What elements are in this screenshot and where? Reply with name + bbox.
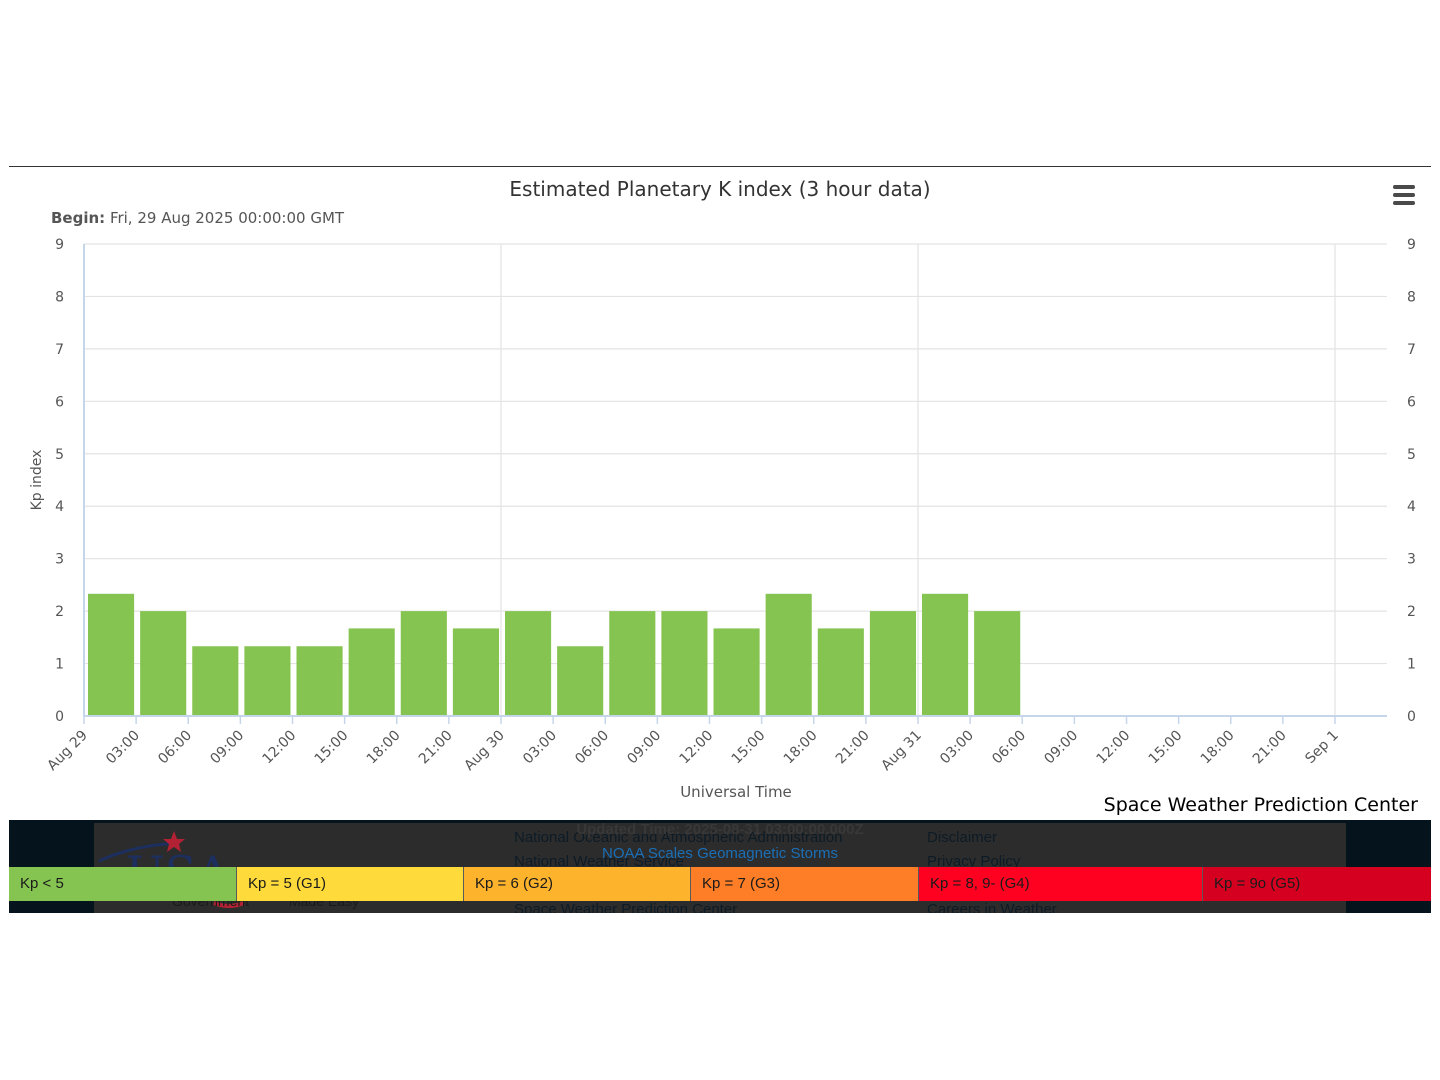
x-tick-label: 15:00	[312, 728, 352, 768]
menu-line	[1393, 193, 1415, 197]
x-tick-label: Aug 30	[461, 728, 507, 774]
footer-link-nws[interactable]: National Weather Service	[514, 853, 684, 870]
x-tick-label: 12:00	[259, 728, 299, 768]
footer-link-swpc[interactable]: Space Weather Prediction Center	[514, 901, 738, 913]
y-tick-label: 0	[55, 709, 64, 725]
chart-subtitle: Begin: Fri, 29 Aug 2025 00:00:00 GMT	[51, 209, 345, 227]
kp-legend-item: Kp = 5 (G1)	[237, 867, 464, 901]
kp-bar[interactable]	[557, 646, 604, 716]
kp-legend-item: Kp = 8, 9- (G4)	[919, 867, 1203, 901]
y-tick-label-right: 4	[1407, 499, 1416, 515]
x-tick-label: 06:00	[155, 728, 195, 768]
x-tick-label: 12:00	[1093, 728, 1133, 768]
kp-bar[interactable]	[296, 646, 343, 716]
kp-bar[interactable]	[817, 628, 864, 716]
x-tick-label: 15:00	[1146, 728, 1186, 768]
footer-link-disclaimer[interactable]: Disclaimer	[927, 829, 998, 846]
kp-bar[interactable]	[192, 646, 239, 716]
kp-bar[interactable]	[452, 628, 499, 716]
kp-bar[interactable]	[765, 593, 812, 716]
y-tick-label: 6	[55, 394, 64, 410]
kp-legend-item: Kp = 7 (G3)	[691, 867, 919, 901]
kp-bar[interactable]	[400, 611, 447, 716]
x-tick-label: 21:00	[1250, 728, 1290, 768]
y-tick-label-right: 9	[1407, 237, 1416, 253]
x-tick-label: 03:00	[103, 728, 143, 768]
x-tick-label: 18:00	[781, 728, 821, 768]
y-tick-label-right: 8	[1407, 289, 1416, 305]
y-axis-title: Kp index	[29, 450, 45, 511]
x-tick-label: 18:00	[364, 728, 404, 768]
y-tick-label: 9	[55, 237, 64, 253]
y-tick-label: 3	[55, 552, 64, 568]
y-tick-label: 2	[55, 604, 64, 620]
y-tick-label-right: 2	[1407, 604, 1416, 620]
x-tick-label: 03:00	[937, 728, 977, 768]
kp-bar[interactable]	[661, 611, 708, 716]
y-tick-label-right: 3	[1407, 552, 1416, 568]
y-tick-label: 7	[55, 342, 64, 358]
y-tick-label: 4	[55, 499, 64, 515]
updated-time: Updated Time: 2025-08-31 03:00:00.000Z	[576, 821, 864, 838]
x-tick-label: 06:00	[989, 728, 1029, 768]
x-tick-label: 09:00	[207, 728, 247, 768]
y-tick-label-right: 1	[1407, 657, 1416, 673]
kp-bar[interactable]	[505, 611, 552, 716]
y-tick-label: 1	[55, 657, 64, 673]
x-tick-label: 15:00	[729, 728, 769, 768]
top-divider	[9, 166, 1431, 167]
y-tick-label: 8	[55, 289, 64, 305]
x-tick-label: 12:00	[676, 728, 716, 768]
y-tick-label-right: 6	[1407, 394, 1416, 410]
y-tick-label: 5	[55, 447, 64, 463]
x-tick-label: 06:00	[572, 728, 612, 768]
kp-bar[interactable]	[713, 628, 760, 716]
noaa-scales-link[interactable]: NOAA Scales Geomagnetic Storms	[602, 845, 838, 862]
kp-legend-item: Kp = 9o (G5)	[1203, 867, 1431, 901]
x-axis-title: Universal Time	[680, 783, 792, 801]
menu-line	[1393, 185, 1415, 189]
x-tick-label: 21:00	[833, 728, 873, 768]
x-tick-label: 09:00	[624, 728, 664, 768]
kp-bar[interactable]	[244, 646, 291, 716]
kp-color-legend: Kp < 5 Kp = 5 (G1) Kp = 6 (G2) Kp = 7 (G3) K…	[9, 867, 1431, 901]
y-tick-label-right: 7	[1407, 342, 1416, 358]
swpc-credit: Space Weather Prediction Center	[1103, 794, 1418, 816]
kp-bar[interactable]	[869, 611, 916, 716]
menu-line	[1393, 201, 1415, 205]
kp-legend-item: Kp = 6 (G2)	[464, 867, 691, 901]
chart-menu-icon[interactable]	[1388, 182, 1420, 210]
subtitle-value: Fri, 29 Aug 2025 00:00:00 GMT	[105, 209, 345, 227]
subtitle-label: Begin:	[51, 209, 105, 227]
kp-bar[interactable]	[140, 611, 187, 716]
x-tick-label: 09:00	[1041, 728, 1081, 768]
kp-bar[interactable]	[88, 593, 135, 716]
kp-bar[interactable]	[609, 611, 656, 716]
kp-bar[interactable]	[922, 593, 969, 716]
kp-bar[interactable]	[974, 611, 1021, 716]
footer-link-noaa[interactable]: National Oceanic and Atmospheric Adminis…	[514, 829, 843, 846]
x-tick-label: Aug 31	[878, 728, 924, 774]
x-tick-label: Aug 29	[44, 728, 90, 774]
x-tick-label: 18:00	[1198, 728, 1238, 768]
y-tick-label-right: 0	[1407, 709, 1416, 725]
footer-link-careers[interactable]: Careers in Weather	[927, 901, 1057, 913]
kp-legend-item: Kp < 5	[9, 867, 237, 901]
kp-index-chart: 0 0 1 1 2 2 3 3 4 4 5 5 6 6 7 7 8 8 9 9 Aug 29 03:00 06:00 09:0…	[29, 177, 1416, 801]
y-tick-label-right: 5	[1407, 447, 1416, 463]
x-tick-label: Sep 1	[1302, 728, 1341, 767]
kp-bar[interactable]	[348, 628, 395, 716]
x-tick-label: 21:00	[416, 728, 456, 768]
footer-link-privacy[interactable]: Privacy Policy	[927, 853, 1021, 870]
chart-title: Estimated Planetary K index (3 hour data…	[509, 177, 930, 201]
x-tick-label: 03:00	[520, 728, 560, 768]
